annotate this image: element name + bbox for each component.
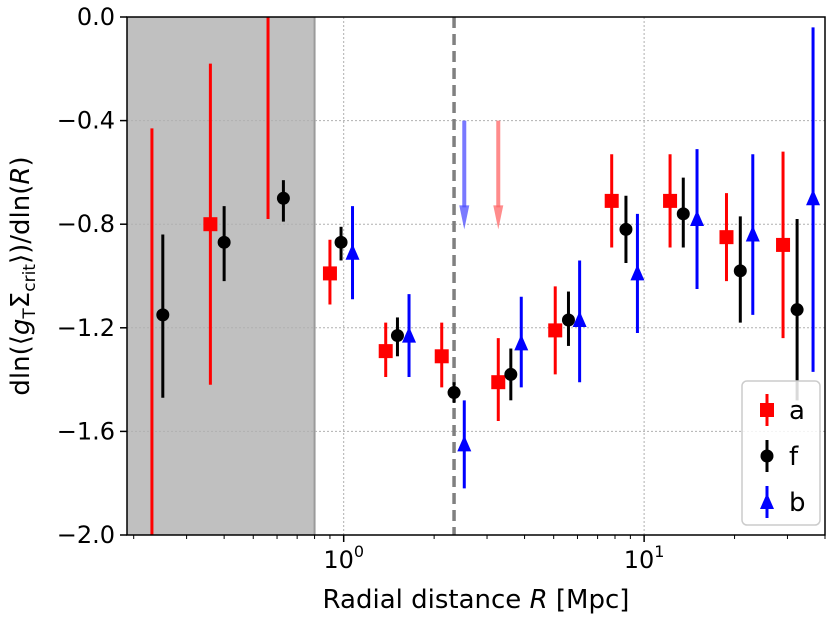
legend-label-a: a	[789, 396, 805, 426]
point-b	[402, 326, 417, 343]
point-f	[504, 367, 518, 381]
legend: afb	[741, 380, 821, 526]
point-b	[572, 311, 587, 328]
legend-label-b: b	[789, 488, 806, 518]
x-tick-label: 100	[323, 542, 364, 574]
arrow-head	[459, 205, 470, 230]
shaded-region	[127, 17, 316, 535]
plot-frame	[126, 16, 826, 536]
point-f	[561, 313, 575, 327]
point-a	[491, 375, 506, 390]
legend-label-f: f	[789, 442, 799, 472]
point-a	[663, 193, 678, 208]
data-series	[150, 17, 821, 535]
point-b	[745, 225, 760, 242]
y-axis-label: dln(⟨gTΣcrit⟩)/dln(R)	[6, 156, 40, 395]
legend-marker-a	[760, 403, 774, 417]
legend-box	[741, 380, 821, 526]
point-b	[806, 189, 821, 206]
point-f	[790, 303, 804, 317]
axis-ticks: 0.0 −0.4 −0.8 −1.2 −1.6 −2.0 100 101	[57, 3, 826, 574]
point-f	[390, 329, 404, 343]
y-tick-label: −1.2	[57, 314, 115, 342]
point-a	[719, 230, 734, 245]
point-f	[676, 207, 690, 221]
point-b	[457, 435, 472, 452]
legend-marker-b	[760, 493, 774, 509]
point-a	[604, 193, 619, 208]
y-tick-label: −1.6	[57, 417, 115, 445]
arrow-head	[493, 205, 504, 230]
legend-marker-f	[760, 449, 774, 463]
x-tick-label: 101	[624, 542, 665, 574]
y-tick-label: −0.8	[57, 210, 115, 238]
series-b	[345, 27, 821, 489]
series-f	[156, 177, 804, 403]
x-axis-label: Radial distance R [Mpc]	[323, 585, 630, 615]
point-f	[619, 222, 633, 236]
arrows	[459, 120, 504, 230]
y-tick-label: −0.4	[57, 107, 115, 135]
y-tick-label: 0.0	[77, 3, 115, 31]
point-f	[217, 235, 231, 249]
shaded-region-rect	[127, 17, 315, 535]
point-f	[334, 235, 348, 249]
point-b	[630, 264, 645, 281]
point-f	[276, 191, 290, 205]
point-f	[733, 264, 747, 278]
point-f	[447, 386, 461, 400]
point-a	[378, 344, 393, 359]
point-a	[203, 217, 218, 232]
point-a	[776, 237, 791, 252]
point-b	[690, 210, 705, 227]
point-b	[514, 334, 529, 351]
point-a	[322, 266, 337, 281]
point-f	[156, 308, 170, 322]
point-b	[345, 243, 360, 260]
series-a	[150, 17, 791, 535]
point-a	[548, 323, 563, 338]
y-tick-label: −2.0	[57, 521, 115, 549]
point-a	[434, 349, 449, 364]
